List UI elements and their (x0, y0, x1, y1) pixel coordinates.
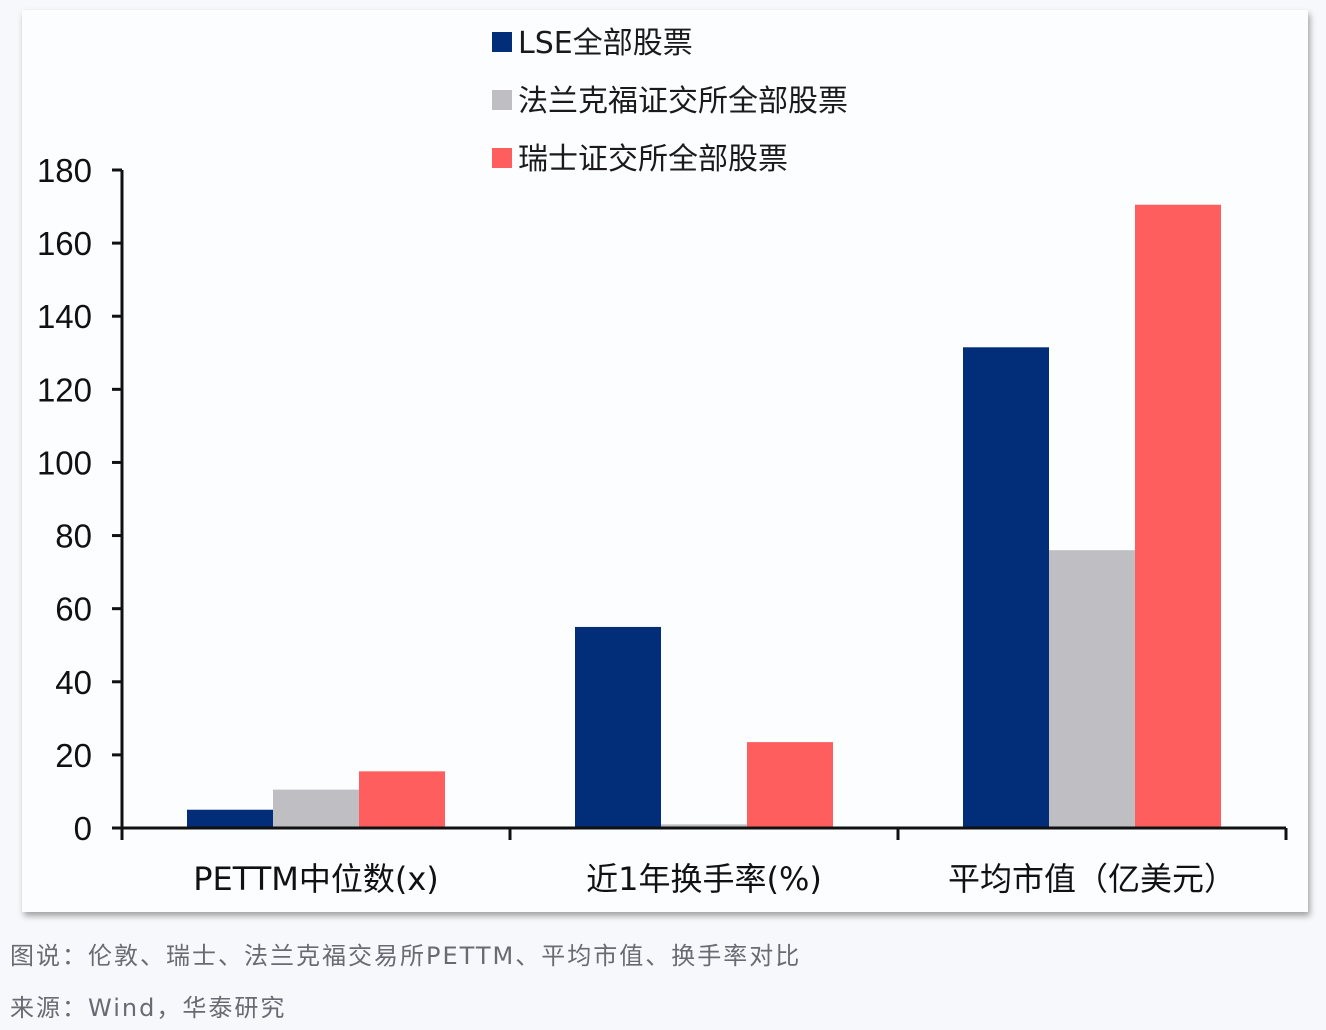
bar-2-1 (747, 742, 833, 828)
y-tick-label: 60 (55, 591, 92, 628)
figure-caption: 图说：伦敦、瑞士、法兰克福交易所PETTM、平均市值、换手率对比 (10, 942, 802, 970)
source-note: 来源：Wind，华泰研究 (10, 994, 287, 1022)
category-label: PETTM中位数(x) (193, 860, 439, 898)
category-label: 近1年换手率(%) (586, 860, 822, 898)
y-tick-label: 160 (37, 225, 92, 262)
bar-2-0 (359, 771, 445, 828)
bar-1-1 (661, 824, 747, 828)
bar-0-1 (575, 626, 661, 828)
category-label: 平均市值（亿美元） (948, 860, 1236, 898)
legend-swatch-2 (492, 148, 512, 168)
y-tick-label: 0 (74, 810, 92, 847)
y-tick-label: 180 (37, 152, 92, 189)
chart-card: 0 20 40 60 80 100 120 140 160 180 PETTM中位数(x) 近1年换手… (22, 10, 1308, 912)
bar-chart: 0 20 40 60 80 100 120 140 160 180 PETTM中位数(x) 近1年换手… (37, 26, 1288, 898)
bar-1-0 (273, 789, 359, 828)
legend-swatch-1 (492, 90, 512, 110)
y-tick-label: 140 (37, 298, 92, 335)
bar-2-2 (1135, 204, 1221, 828)
bar-0-2 (963, 347, 1049, 828)
legend-label-2: 瑞士证交所全部股票 (518, 142, 788, 177)
bar-0-0 (187, 809, 273, 828)
y-tick-label: 20 (55, 737, 92, 774)
legend-label-1: 法兰克福证交所全部股票 (518, 84, 848, 119)
legend-label-0: LSE全部股票 (518, 26, 693, 61)
y-tick-label: 40 (55, 664, 92, 701)
legend-swatch-0 (492, 32, 512, 52)
y-tick-label: 80 (55, 518, 92, 555)
y-tick-label: 100 (37, 444, 92, 481)
y-tick-label: 120 (37, 371, 92, 408)
bar-1-2 (1049, 550, 1135, 828)
